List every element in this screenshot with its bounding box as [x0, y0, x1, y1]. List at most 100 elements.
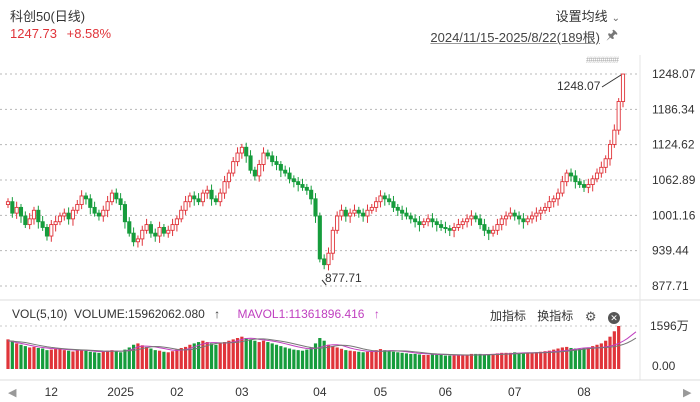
candle-body [278, 164, 283, 171]
candle-body [408, 215, 413, 220]
volume-bar [170, 351, 175, 369]
volume-bar [287, 348, 292, 369]
close-icon[interactable]: ✕ [608, 312, 620, 324]
volume-bar [543, 351, 547, 369]
volume-bar [71, 351, 75, 369]
volume-bar [404, 353, 409, 369]
switch-indicator-button[interactable]: 换指标 [537, 309, 574, 323]
candle-body [473, 215, 478, 220]
volume-bar [331, 346, 335, 369]
candle-body [348, 212, 353, 217]
volume-bar [387, 350, 391, 369]
volume-bar [266, 342, 270, 369]
candle-body [452, 226, 457, 231]
volume-bar [218, 343, 222, 369]
candle-body [369, 206, 374, 211]
time-tick-label: 02 [170, 385, 184, 399]
candle-body [465, 218, 470, 223]
volume-bar [10, 340, 14, 369]
candle-body [525, 218, 530, 223]
pin-icon[interactable]: 🖈 [605, 27, 618, 42]
candle-body [443, 226, 448, 230]
volume-bar [560, 347, 564, 369]
candle-body [75, 204, 80, 211]
scroll-right-icon[interactable]: ▶ [683, 386, 692, 399]
add-indicator-button[interactable]: 加指标 [489, 309, 526, 323]
volume-bar [569, 347, 573, 369]
volume-bar [231, 339, 235, 369]
candle-body [252, 169, 257, 177]
candle-body [439, 224, 444, 228]
candle-body [573, 175, 578, 183]
price-tick-label: 1124.62 [652, 138, 695, 152]
volume-bar [604, 340, 608, 369]
volume-bar [131, 344, 136, 369]
volume-bar [383, 350, 387, 369]
volume-bar [344, 350, 348, 369]
volume-bar [374, 350, 378, 369]
volume-bar [322, 340, 326, 369]
candle-body [521, 218, 526, 223]
volume-bar [530, 352, 534, 369]
candle-body [127, 221, 132, 234]
candle-body [426, 218, 431, 223]
ma-settings-button[interactable]: 设置均线 ⌄ [556, 6, 620, 25]
candle-body [62, 212, 67, 217]
volume-bar [279, 346, 283, 369]
candle-body [296, 181, 301, 185]
candle-body [122, 204, 127, 223]
date-range[interactable]: 2024/11/15-2025/8/22(189根) [430, 30, 600, 45]
volume-bar [348, 350, 352, 369]
chevron-down-icon: ⌄ [611, 13, 620, 24]
candle-body [538, 209, 543, 214]
volume-bar [6, 339, 10, 369]
candle-body [512, 212, 517, 217]
price-tick-label: 1001.16 [652, 208, 696, 222]
candle-body [270, 155, 275, 163]
candle-body [239, 146, 244, 154]
volume-bar [123, 349, 127, 369]
volume-bar [214, 344, 218, 369]
volume-bar [430, 354, 435, 369]
candle-body [101, 209, 106, 217]
max-annotation-arrow [601, 74, 622, 88]
volume-bar [166, 352, 170, 369]
volume-bar [292, 349, 296, 369]
volume-bar [54, 349, 58, 369]
indicator-tools: 加指标 换指标 ⚙ ✕ [482, 307, 620, 324]
candle-body [343, 209, 348, 217]
candle-body [555, 192, 561, 200]
candle-body [161, 226, 166, 234]
volume-bar [495, 353, 500, 369]
volume-bar [149, 348, 153, 369]
candle-body [469, 215, 474, 220]
volume-bar [88, 351, 92, 369]
volume-bar [179, 347, 183, 369]
volume-bar [370, 351, 374, 369]
candle-body [287, 172, 292, 180]
volume-bar [110, 350, 114, 369]
scroll-left-icon[interactable]: ◀ [8, 386, 17, 399]
candle-body [261, 152, 266, 165]
candle-body [105, 201, 110, 211]
volume-bar [391, 351, 396, 369]
candle-body [607, 143, 613, 160]
volume-bar [556, 348, 560, 369]
candle-body [174, 218, 179, 226]
candle-body [352, 209, 357, 214]
volume-bar [491, 353, 495, 369]
candle-body [356, 209, 361, 214]
gear-icon[interactable]: ⚙ [584, 309, 597, 324]
candle-body [387, 198, 392, 203]
candle-body [330, 229, 335, 254]
volume-bar [513, 352, 517, 369]
mavol-value: MAVOL1:11361896.416 [237, 307, 365, 321]
price-tick-label: 939.44 [652, 244, 689, 258]
candle-body [382, 195, 387, 200]
volume-bar [452, 355, 456, 369]
candle-body [231, 161, 236, 174]
candle-body [10, 201, 15, 214]
volume-bar [582, 348, 586, 369]
volume-bar [41, 348, 45, 369]
